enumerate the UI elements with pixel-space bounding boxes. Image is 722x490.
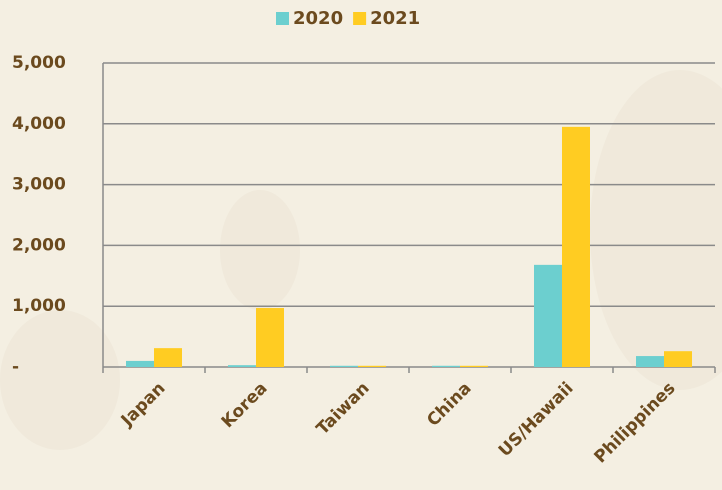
- bar: [460, 366, 488, 367]
- y-tick-label: 1,000: [12, 296, 66, 316]
- bar: [256, 308, 284, 367]
- bar: [126, 361, 154, 367]
- bar: [432, 366, 460, 367]
- bar: [534, 265, 562, 367]
- bar: [664, 351, 692, 367]
- y-tick-label: -: [12, 357, 19, 377]
- x-tick-label: Korea: [218, 378, 272, 432]
- x-tick-label: Japan: [117, 378, 170, 431]
- x-tick-label: China: [423, 378, 475, 430]
- y-tick-label: 4,000: [12, 114, 66, 134]
- x-tick-label: Taiwan: [313, 378, 374, 439]
- legend-label: 2021: [370, 8, 420, 29]
- y-tick-label: 3,000: [12, 175, 66, 195]
- bar: [636, 356, 664, 367]
- y-tick-label: 2,000: [12, 235, 66, 255]
- bar: [228, 365, 256, 367]
- legend-label: 2020: [293, 8, 343, 29]
- x-tick-label: US/Hawaii: [495, 378, 578, 461]
- bar: [562, 127, 590, 367]
- bar: [154, 348, 182, 367]
- legend-swatch: [276, 12, 289, 25]
- legend-swatch: [353, 12, 366, 25]
- bar: [358, 366, 386, 367]
- y-tick-label: 5,000: [12, 53, 66, 73]
- bar: [330, 366, 358, 367]
- chart: - 1,000 2,000 3,000 4,000 5,000 Japan Korea Taiw…: [0, 0, 722, 486]
- x-tick-label: Philippines: [590, 378, 679, 467]
